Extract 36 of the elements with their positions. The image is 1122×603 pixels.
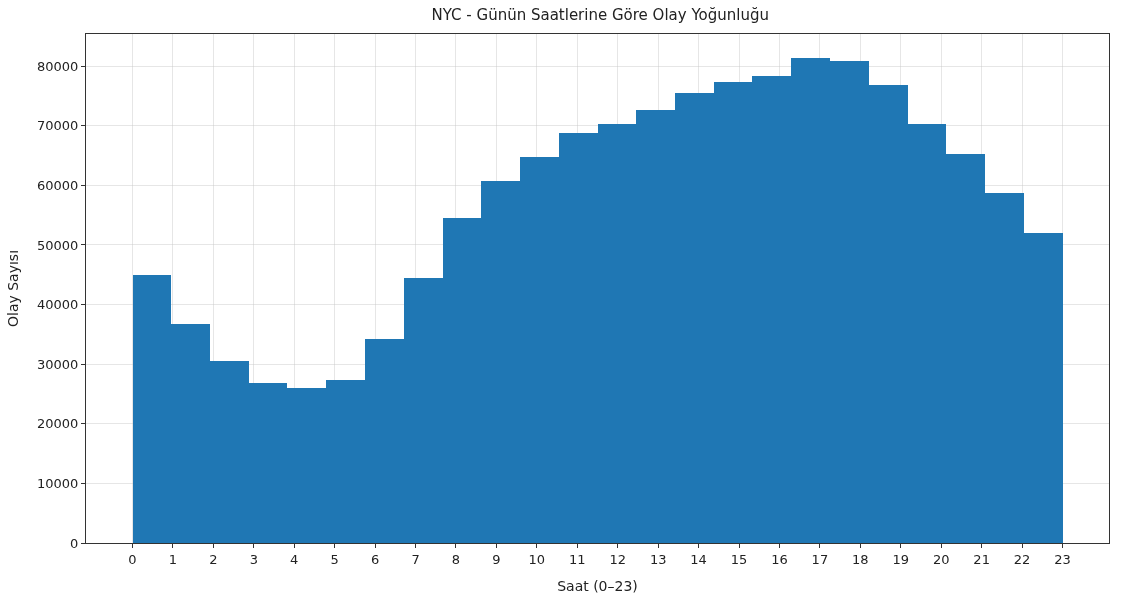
y-tick-label: 10000 [37,475,79,491]
y-axis-title: Olay Sayısı [4,249,21,328]
x-tick-label: 3 [249,551,258,567]
y-tick-label: 20000 [37,416,79,432]
y-tick-label: 40000 [37,297,79,313]
y-tick-label: 60000 [37,177,79,193]
x-tick-label: 5 [330,551,339,567]
x-axis-title: Saat (0–23) [557,577,638,594]
x-tick-label: 19 [892,551,910,567]
x-tick-label: 4 [290,551,299,567]
x-tick-label: 12 [609,551,626,567]
y-tick-label: 80000 [37,58,79,74]
x-tick-label: 7 [411,551,420,567]
x-tick-label: 21 [973,551,990,567]
x-tick-label: 2 [209,551,218,567]
x-tick-label: 1 [168,551,178,567]
y-tick-label: 50000 [37,237,79,253]
x-tick-label: 18 [852,551,869,567]
x-tick-label: 16 [771,551,788,567]
x-tick-label: 6 [370,551,380,567]
x-tick-label: 20 [932,551,950,567]
x-tick-label: 0 [128,551,137,567]
x-tick-label: 8 [451,551,461,567]
x-tick-label: 10 [528,551,546,567]
x-tick-label: 23 [1054,551,1071,567]
y-tick-label: 70000 [37,118,79,134]
y-tick-label: 30000 [37,356,79,372]
x-tick-label: 9 [492,551,501,567]
x-tick-label: 22 [1013,551,1031,567]
chart-title: NYC - Günün Saatlerine Göre Olay Yoğunluğu [431,5,769,24]
x-tick-label: 15 [730,551,748,567]
x-tick-label: 14 [690,551,707,567]
x-tick-label: 11 [569,551,586,567]
x-tick-label: 17 [811,551,829,567]
x-tick-label: 13 [649,551,667,567]
y-tick-label: 0 [70,535,79,551]
